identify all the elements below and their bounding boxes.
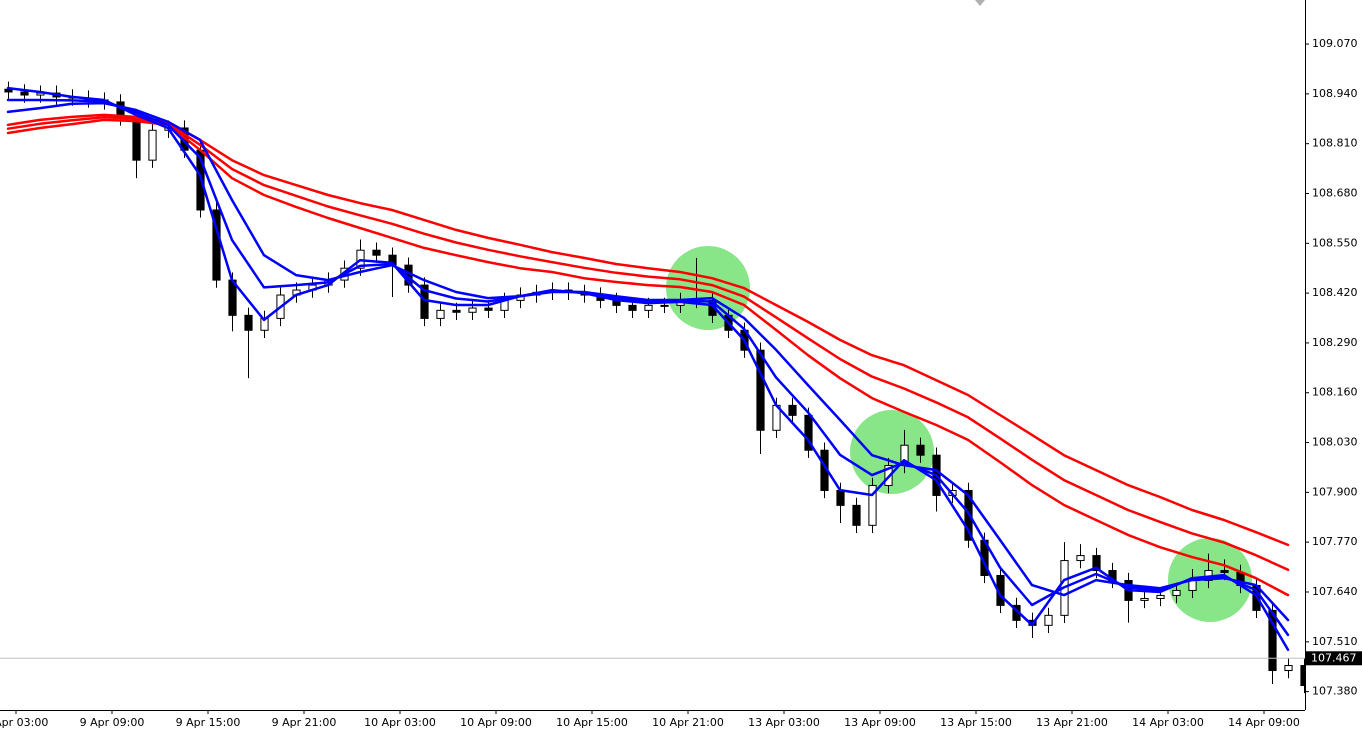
- candle-body: [852, 504, 861, 526]
- x-tick-label: 10 Apr 03:00: [364, 716, 436, 729]
- x-tick-label: 9 Apr 09:00: [80, 716, 145, 729]
- candle-body: [628, 304, 637, 311]
- candle-body: [1172, 589, 1181, 596]
- candle-body: [1188, 579, 1197, 591]
- moving-average-line: [6, 86, 1290, 652]
- candle-body: [372, 249, 381, 256]
- x-tick-label: 9 Apr 21:00: [272, 716, 337, 729]
- candle-body: [660, 304, 669, 307]
- candle-body: [644, 304, 653, 311]
- candle-body: [1300, 665, 1305, 686]
- candle-body: [868, 484, 877, 526]
- candle-body: [788, 404, 797, 416]
- moving-average-line: [6, 101, 1290, 622]
- x-tick-label: 9 Apr 03:00: [0, 716, 48, 729]
- x-tick-label: 9 Apr 15:00: [176, 716, 241, 729]
- y-tick-label: 107.380: [1312, 685, 1358, 698]
- candle-body: [148, 129, 157, 161]
- candle-body: [132, 117, 141, 161]
- x-tick-label: 10 Apr 09:00: [460, 716, 532, 729]
- x-tick-label: 13 Apr 15:00: [940, 716, 1012, 729]
- candle-body: [1220, 570, 1229, 573]
- candle-body: [1092, 555, 1101, 572]
- x-tick-label: 14 Apr 03:00: [1132, 716, 1204, 729]
- y-tick-label: 108.550: [1312, 236, 1358, 249]
- candle-body: [1140, 597, 1149, 601]
- last-price-label: 107.467: [1311, 651, 1357, 664]
- candle-body: [756, 349, 765, 431]
- candle-body: [436, 309, 445, 319]
- x-tick-label: 13 Apr 21:00: [1036, 716, 1108, 729]
- x-tick-label: 14 Apr 09:00: [1228, 716, 1300, 729]
- moving-average-line: [6, 115, 1290, 572]
- y-tick-label: 108.810: [1312, 137, 1358, 150]
- moving-average-line: [6, 118, 1290, 597]
- x-tick-label: 10 Apr 21:00: [652, 716, 724, 729]
- x-tick-label: 13 Apr 09:00: [844, 716, 916, 729]
- chart-shift-marker: [975, 0, 985, 6]
- candle-body: [916, 444, 925, 456]
- x-tick-label: 10 Apr 15:00: [556, 716, 628, 729]
- candle-body: [1156, 594, 1165, 599]
- candle-body: [836, 489, 845, 506]
- y-tick-label: 108.940: [1312, 87, 1358, 100]
- last-price-box: [1306, 651, 1362, 666]
- highlights: [666, 246, 1252, 622]
- x-tick-label: 13 Apr 03:00: [748, 716, 820, 729]
- plot-area: [0, 81, 1305, 694]
- y-tick-label: 108.160: [1312, 386, 1358, 399]
- y-tick-label: 107.900: [1312, 485, 1358, 498]
- y-tick-label: 109.070: [1312, 37, 1358, 50]
- y-tick-label: 107.770: [1312, 535, 1358, 548]
- candle-body: [452, 309, 461, 313]
- moving-average-line: [6, 113, 1290, 547]
- candle-body: [1076, 555, 1085, 562]
- candle-body: [1044, 614, 1053, 626]
- candle-body: [1284, 665, 1293, 672]
- candle-body: [244, 314, 253, 331]
- candle-body: [484, 307, 493, 311]
- candle-body: [804, 414, 813, 451]
- y-tick-label: 108.680: [1312, 186, 1358, 199]
- y-tick-label: 108.030: [1312, 436, 1358, 449]
- y-tick-label: 108.420: [1312, 286, 1358, 299]
- y-tick-label: 108.290: [1312, 336, 1358, 349]
- y-tick-label: 107.640: [1312, 585, 1358, 598]
- candle-body: [20, 91, 29, 96]
- candle-body: [468, 307, 477, 313]
- moving-average-line: [6, 98, 1290, 637]
- y-tick-label: 107.510: [1312, 635, 1358, 648]
- candle-body: [1268, 609, 1277, 672]
